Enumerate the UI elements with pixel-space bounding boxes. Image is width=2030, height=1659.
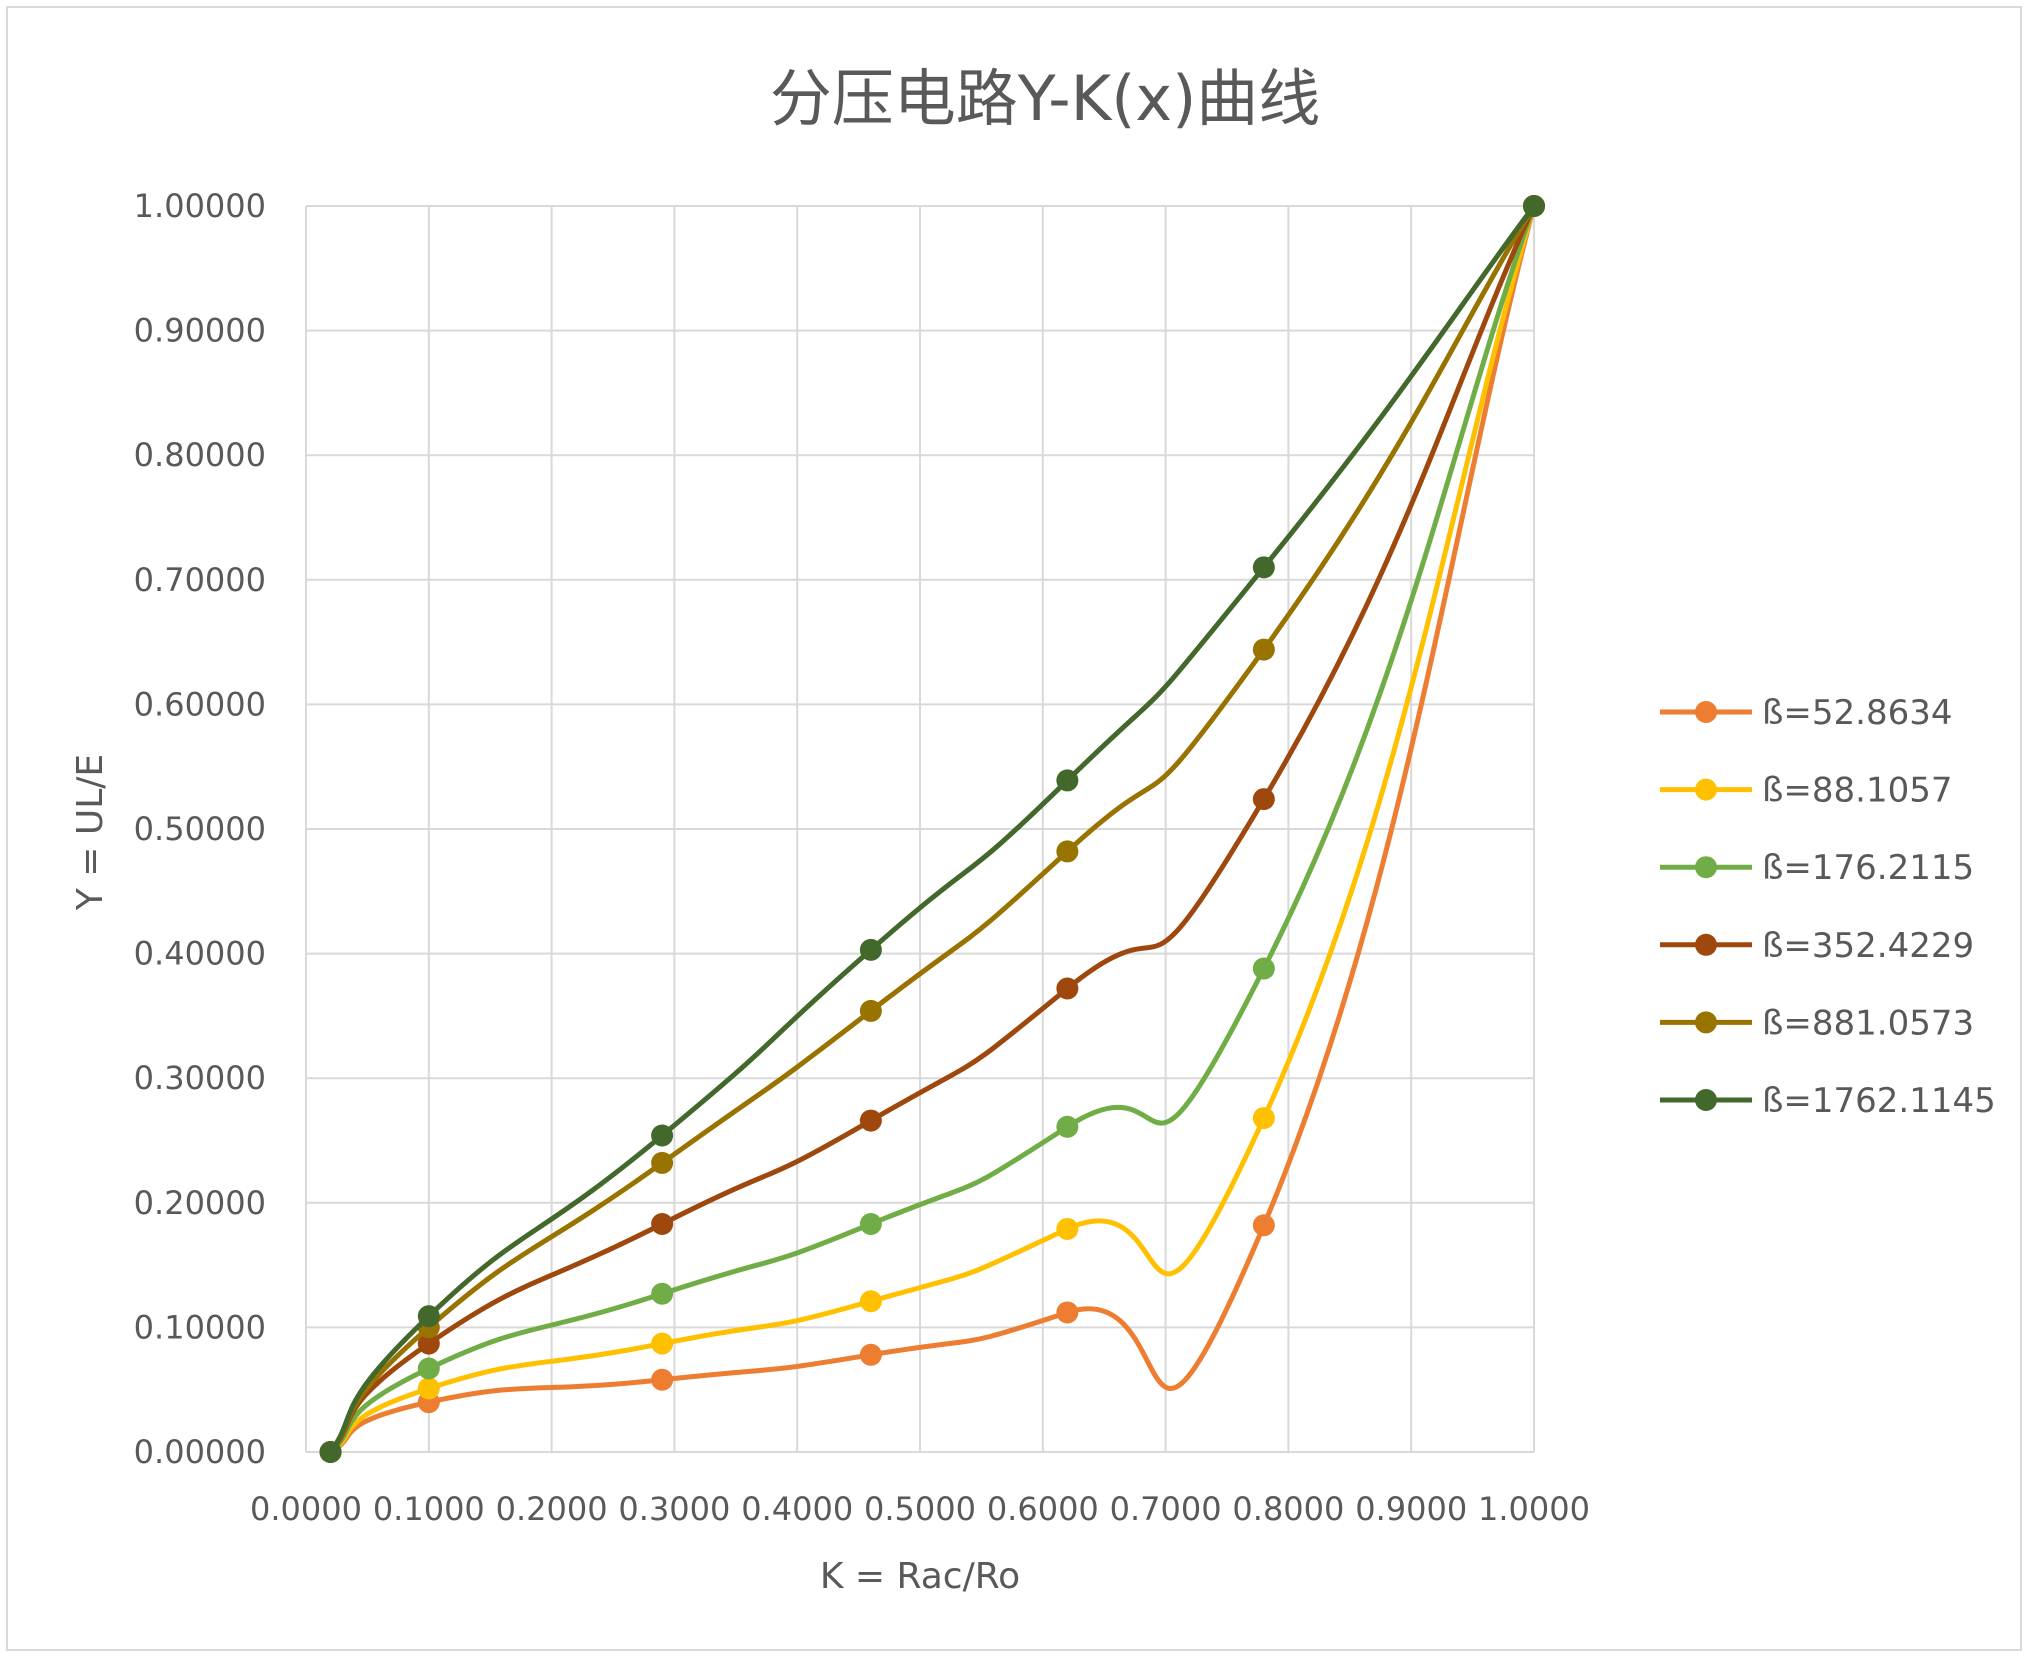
x-tick-label: 0.1000 (373, 1490, 485, 1528)
y-tick-label: 0.10000 (134, 1308, 266, 1346)
y-tick-label: 0.90000 (134, 312, 266, 350)
x-tick-label: 0.0000 (250, 1490, 362, 1528)
y-tick-label: 1.00000 (134, 187, 266, 225)
y-tick-label: 0.80000 (134, 436, 266, 474)
data-point (859, 999, 882, 1022)
x-tick-label: 0.4000 (741, 1490, 853, 1528)
legend-marker (1695, 701, 1717, 723)
data-point (1056, 977, 1079, 1000)
data-point (417, 1377, 440, 1400)
y-tick-label: 0.20000 (134, 1184, 266, 1222)
data-point (859, 938, 882, 961)
series-layer (319, 195, 1545, 1463)
legend-label: ß=176.2115 (1762, 848, 1974, 888)
x-tick-label: 0.6000 (987, 1490, 1099, 1528)
data-point (1056, 769, 1079, 792)
chart-title: 分压电路Y-K(x)曲线 (770, 62, 1321, 135)
x-tick-label: 0.3000 (618, 1490, 730, 1528)
legend-item: ß=352.4229 (1660, 926, 1974, 966)
data-point (1056, 1301, 1079, 1324)
x-axis-title: K = Rac/Ro (820, 1556, 1020, 1597)
data-point (1056, 1115, 1079, 1138)
data-point (319, 1441, 342, 1463)
legend-item: ß=52.8634 (1660, 693, 1953, 733)
legend-label: ß=88.1057 (1762, 771, 1953, 811)
legend-item: ß=1762.1145 (1660, 1081, 1996, 1121)
data-point (1252, 638, 1275, 661)
series-line (328, 203, 1537, 1455)
legend-marker (1695, 856, 1717, 879)
legend-marker (1695, 778, 1717, 801)
data-point (859, 1343, 882, 1366)
x-tick-label: 0.8000 (1232, 1490, 1344, 1528)
data-point (651, 1368, 674, 1391)
y-axis-ticks: 0.00000 0.10000 0.20000 0.30000 0.40000 0.500… (134, 187, 266, 1471)
data-point (651, 1332, 674, 1355)
legend-marker (1695, 1089, 1717, 1111)
data-point (1252, 1107, 1275, 1130)
data-point (1056, 840, 1079, 863)
legend-marker (1695, 1011, 1717, 1034)
data-point (859, 1109, 882, 1132)
series-line (328, 203, 1537, 1455)
data-point (859, 1290, 882, 1313)
x-axis-ticks: 0.0000 0.1000 0.2000 0.3000 0.4000 0.5000 0.60… (250, 1490, 1590, 1528)
series-6 (319, 195, 1545, 1463)
data-point (417, 1305, 440, 1328)
legend-label: ß=881.0573 (1762, 1003, 1974, 1043)
data-point (1252, 788, 1275, 811)
legend-label: ß=1762.1145 (1762, 1081, 1996, 1121)
data-point (651, 1212, 674, 1235)
x-tick-label: 0.2000 (496, 1490, 608, 1528)
data-point (859, 1212, 882, 1235)
data-point (1252, 556, 1275, 579)
x-tick-label: 0.9000 (1355, 1490, 1467, 1528)
data-point (1252, 957, 1275, 980)
grid (305, 205, 1535, 1453)
y-tick-label: 0.00000 (134, 1433, 266, 1471)
legend-item: ß=881.0573 (1660, 1003, 1974, 1043)
y-tick-label: 0.70000 (134, 561, 266, 599)
x-tick-label: 0.7000 (1110, 1490, 1222, 1528)
data-point (651, 1282, 674, 1305)
y-tick-label: 0.60000 (134, 685, 266, 723)
data-point (651, 1151, 674, 1174)
data-point (1252, 1214, 1275, 1237)
data-point (1523, 195, 1545, 217)
series-line (328, 203, 1537, 1455)
y-tick-label: 0.50000 (134, 810, 266, 848)
legend-label: ß=352.4229 (1762, 926, 1974, 966)
x-tick-label: 0.5000 (864, 1490, 976, 1528)
legend-marker (1695, 933, 1717, 956)
legend-item: ß=88.1057 (1660, 771, 1953, 811)
legend: ß=52.8634 ß=88.1057 ß=176.2115 ß=352.4229 ß=… (1660, 693, 1996, 1121)
data-point (1056, 1217, 1079, 1240)
data-point (417, 1332, 440, 1355)
series-line (328, 203, 1537, 1455)
data-point (651, 1124, 674, 1147)
y-axis-title: Y = UL/E (70, 754, 111, 911)
x-tick-label: 1.0000 (1478, 1490, 1590, 1528)
series-line (328, 203, 1537, 1455)
data-point (417, 1357, 440, 1380)
legend-label: ß=52.8634 (1762, 693, 1953, 733)
legend-item: ß=176.2115 (1660, 848, 1974, 888)
y-tick-label: 0.40000 (134, 935, 266, 973)
y-tick-label: 0.30000 (134, 1059, 266, 1097)
series-line (328, 203, 1537, 1455)
